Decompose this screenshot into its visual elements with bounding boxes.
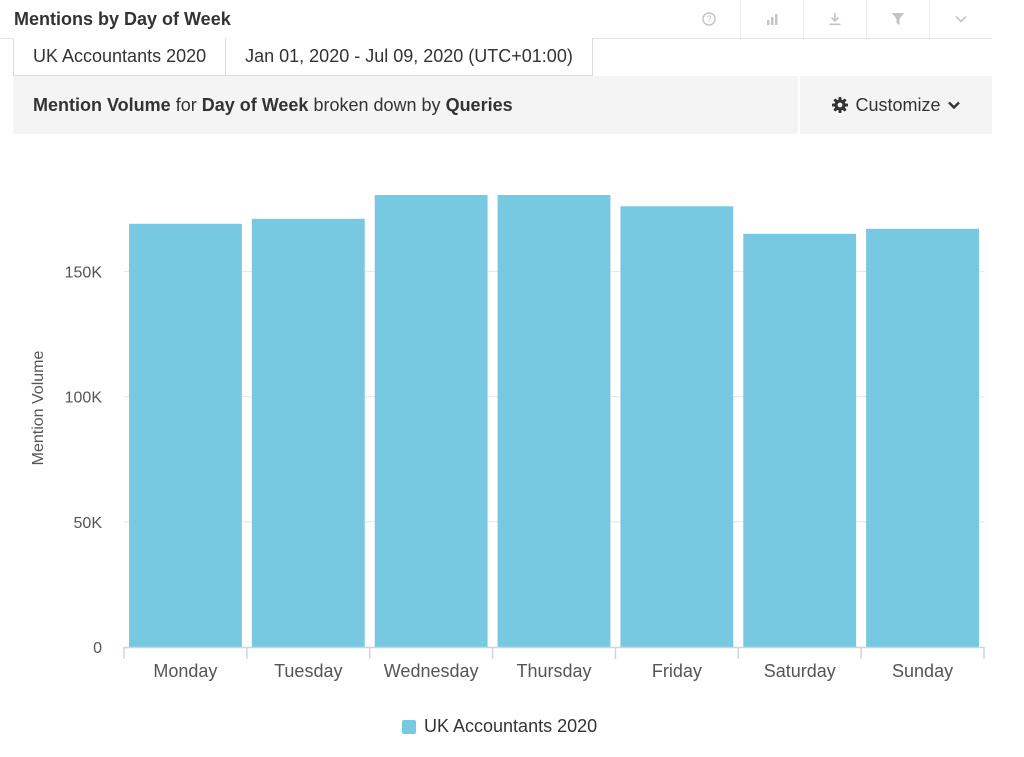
bar-saturday[interactable]	[743, 233, 857, 648]
dimension-label: Day of Week	[201, 95, 309, 115]
chart-description-bar: Mention Volume for Day of Week broken do…	[13, 76, 992, 134]
x-tick-label: Saturday	[764, 661, 836, 681]
chart-description: Mention Volume for Day of Week broken do…	[33, 95, 513, 116]
date-range-filter[interactable]: Jan 01, 2020 - Jul 09, 2020 (UTC+01:00)	[226, 38, 593, 76]
bar-monday[interactable]	[129, 223, 242, 647]
bar-chart: 0 50K 100K 150K Monday Tuesday Wednesday Thurs…	[30, 195, 985, 681]
query-filter[interactable]: UK Accountants 2020	[13, 38, 227, 76]
filter-button[interactable]	[866, 0, 929, 38]
svg-text:?: ?	[706, 14, 711, 24]
customize-label: Customize	[855, 94, 941, 115]
y-tick-label: 0	[93, 640, 102, 657]
widget-title: Mentions by Day of Week	[14, 9, 231, 29]
bar-tuesday[interactable]	[251, 218, 365, 647]
for-word: for	[175, 95, 197, 115]
x-tick-label: Thursday	[516, 661, 591, 681]
download-button[interactable]	[803, 0, 866, 38]
x-tick-label: Monday	[153, 661, 217, 681]
bar-wednesday[interactable]	[374, 195, 488, 647]
chart-type-icon	[767, 14, 778, 25]
chevron-down-icon	[947, 101, 960, 110]
filter-icon	[892, 13, 904, 25]
download-icon	[829, 13, 841, 26]
customize-button[interactable]: Customize	[798, 76, 992, 134]
x-axis-ticks: Monday Tuesday Wednesday Thursday Friday Satu…	[153, 661, 953, 681]
x-tick-label: Friday	[652, 661, 702, 681]
chart-legend[interactable]: UK Accountants 2020	[402, 716, 597, 737]
chart-type-button[interactable]	[740, 0, 803, 38]
metric-label: Mention Volume	[33, 95, 171, 115]
help-icon: ?	[702, 12, 716, 26]
bar-friday[interactable]	[620, 206, 734, 647]
widget-toolbar: ?	[678, 0, 992, 38]
legend-label: UK Accountants 2020	[424, 716, 598, 736]
bars	[129, 195, 979, 648]
breakdown-label: Queries	[445, 95, 513, 115]
widget-header: Mentions by Day of Week ?	[0, 0, 992, 39]
y-tick-label: 50K	[74, 515, 103, 532]
y-tick-label: 100K	[65, 390, 103, 407]
more-options-button[interactable]	[929, 0, 992, 38]
x-tick-label: Tuesday	[274, 661, 342, 681]
legend-swatch	[402, 719, 416, 734]
bar-thursday[interactable]	[497, 195, 611, 647]
x-tick-label: Sunday	[892, 661, 953, 681]
help-button[interactable]: ?	[678, 0, 740, 38]
broken-down-word: broken down by	[313, 95, 441, 115]
y-axis-ticks: 0 50K 100K 150K	[65, 264, 103, 657]
y-axis-label: Mention Volume	[30, 351, 47, 466]
chevron-down-icon	[955, 15, 967, 23]
filter-bar: UK Accountants 2020 Jan 01, 2020 - Jul 0…	[13, 38, 593, 76]
gear-icon	[832, 97, 849, 113]
x-tick-label: Wednesday	[384, 661, 479, 681]
bar-sunday[interactable]	[866, 228, 979, 647]
y-tick-label: 150K	[65, 264, 103, 281]
x-axis	[123, 646, 985, 659]
